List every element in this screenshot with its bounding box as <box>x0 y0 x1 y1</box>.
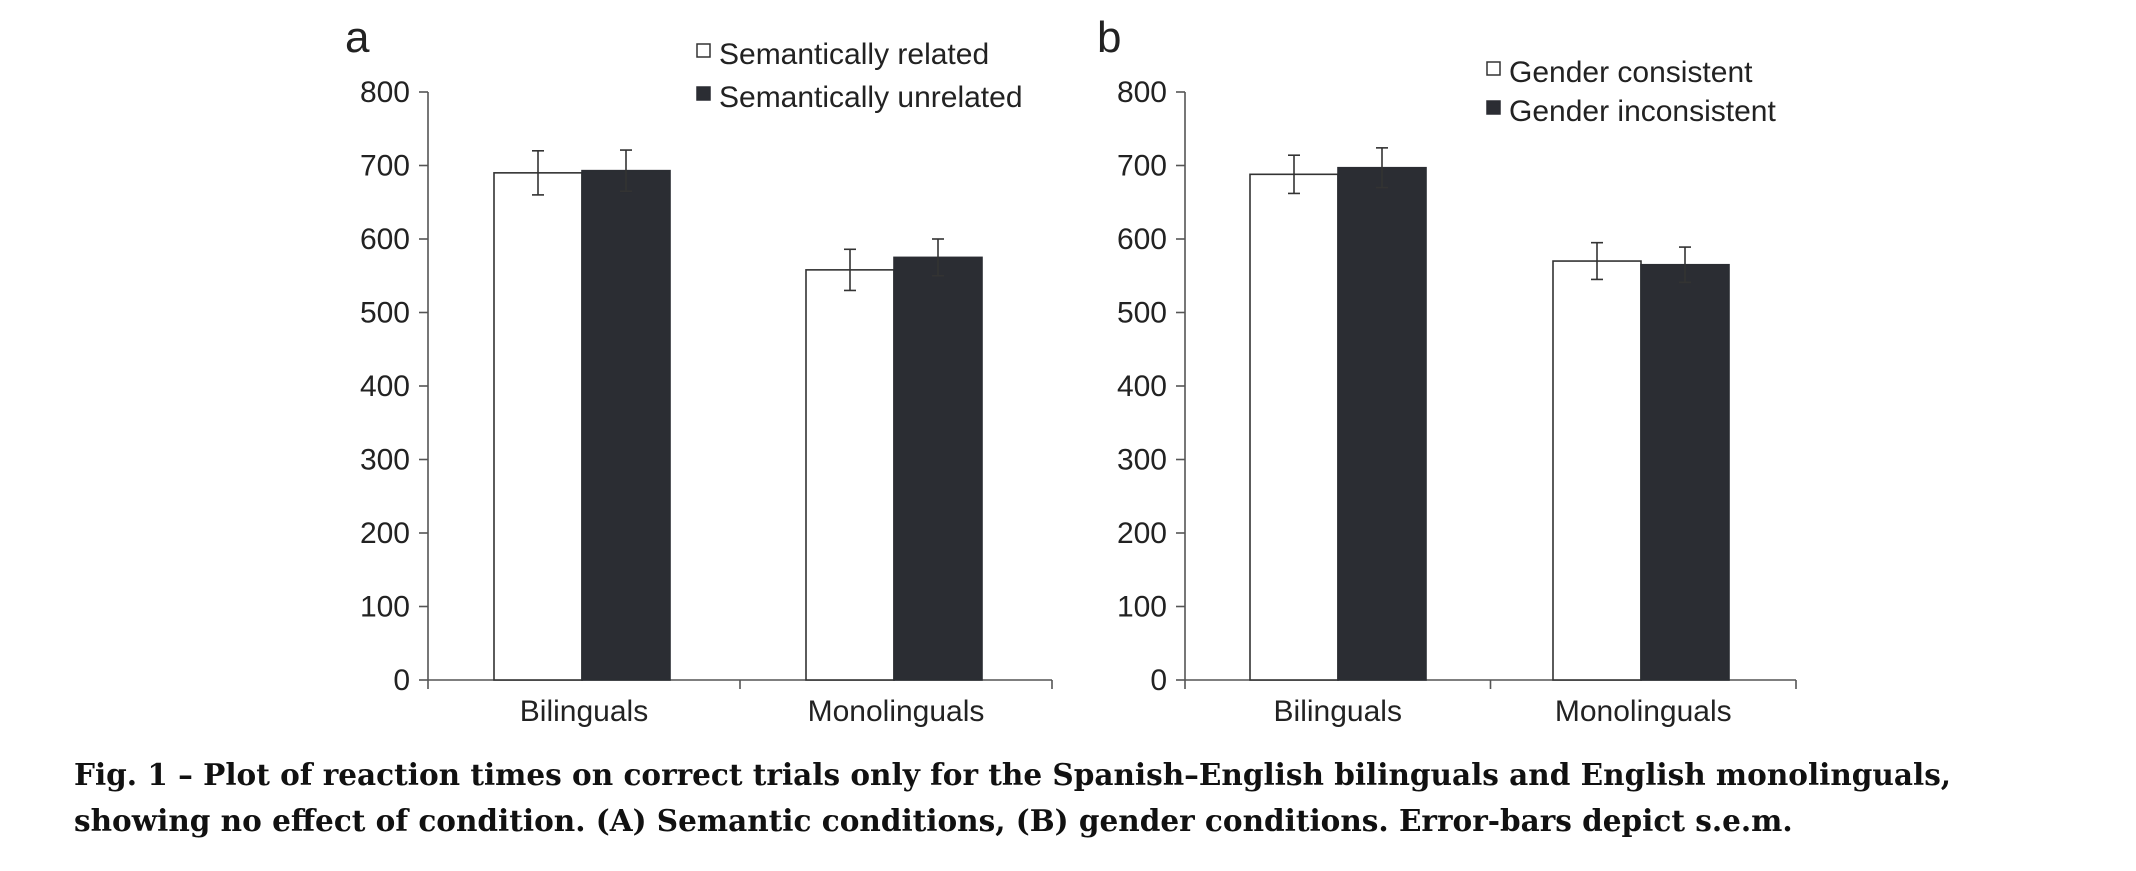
y-tick-label: 300 <box>360 444 410 477</box>
y-tick-label: 0 <box>393 664 410 697</box>
bar-light <box>1552 260 1642 681</box>
y-tick-label: 700 <box>1117 150 1167 183</box>
y-tick-label: 300 <box>1117 444 1167 477</box>
y-tick-label: 800 <box>360 76 410 109</box>
y-tick-label: 500 <box>360 297 410 330</box>
x-category-label: Monolinguals <box>1555 695 1732 728</box>
legend-swatch-dark <box>1486 100 1501 115</box>
y-tick-label: 100 <box>360 591 410 624</box>
legend-label: Semantically unrelated <box>719 81 1023 114</box>
x-category-label: Bilinguals <box>1274 695 1402 728</box>
bar-dark <box>893 256 983 681</box>
legend-swatch-light <box>1486 61 1501 76</box>
legend-swatch-dark <box>696 86 711 101</box>
legend-label: Gender inconsistent <box>1509 95 1776 128</box>
bar-dark <box>1337 166 1427 681</box>
bar-light <box>1249 173 1339 681</box>
y-tick-label: 700 <box>360 150 410 183</box>
y-tick-label: 800 <box>1117 76 1167 109</box>
panel-letter-1: b <box>1097 13 1121 62</box>
figure-svg: a 0 100 200 300 400 500 600 700 800 Bilinguals Mono… <box>345 13 1797 728</box>
bar-light <box>805 269 895 681</box>
legend-swatch-light <box>696 43 711 58</box>
y-tick-label: 600 <box>360 223 410 256</box>
x-category-label: Monolinguals <box>808 695 985 728</box>
y-tick-label: 600 <box>1117 223 1167 256</box>
figure-caption: Fig. 1 – Plot of reaction times on corre… <box>74 757 1952 838</box>
legend-label: Gender consistent <box>1509 56 1753 89</box>
bar-dark <box>581 169 671 681</box>
y-tick-label: 0 <box>1150 664 1167 697</box>
y-tick-label: 400 <box>360 370 410 403</box>
y-tick-label: 200 <box>360 517 410 550</box>
panel-letter-0: a <box>345 13 370 62</box>
bar-light <box>493 172 583 681</box>
x-category-label: Bilinguals <box>520 695 648 728</box>
y-tick-label: 200 <box>1117 517 1167 550</box>
y-tick-label: 400 <box>1117 370 1167 403</box>
y-tick-label: 500 <box>1117 297 1167 330</box>
y-tick-label: 100 <box>1117 591 1167 624</box>
legend-label: Semantically related <box>719 38 989 71</box>
bar-dark <box>1640 263 1730 681</box>
